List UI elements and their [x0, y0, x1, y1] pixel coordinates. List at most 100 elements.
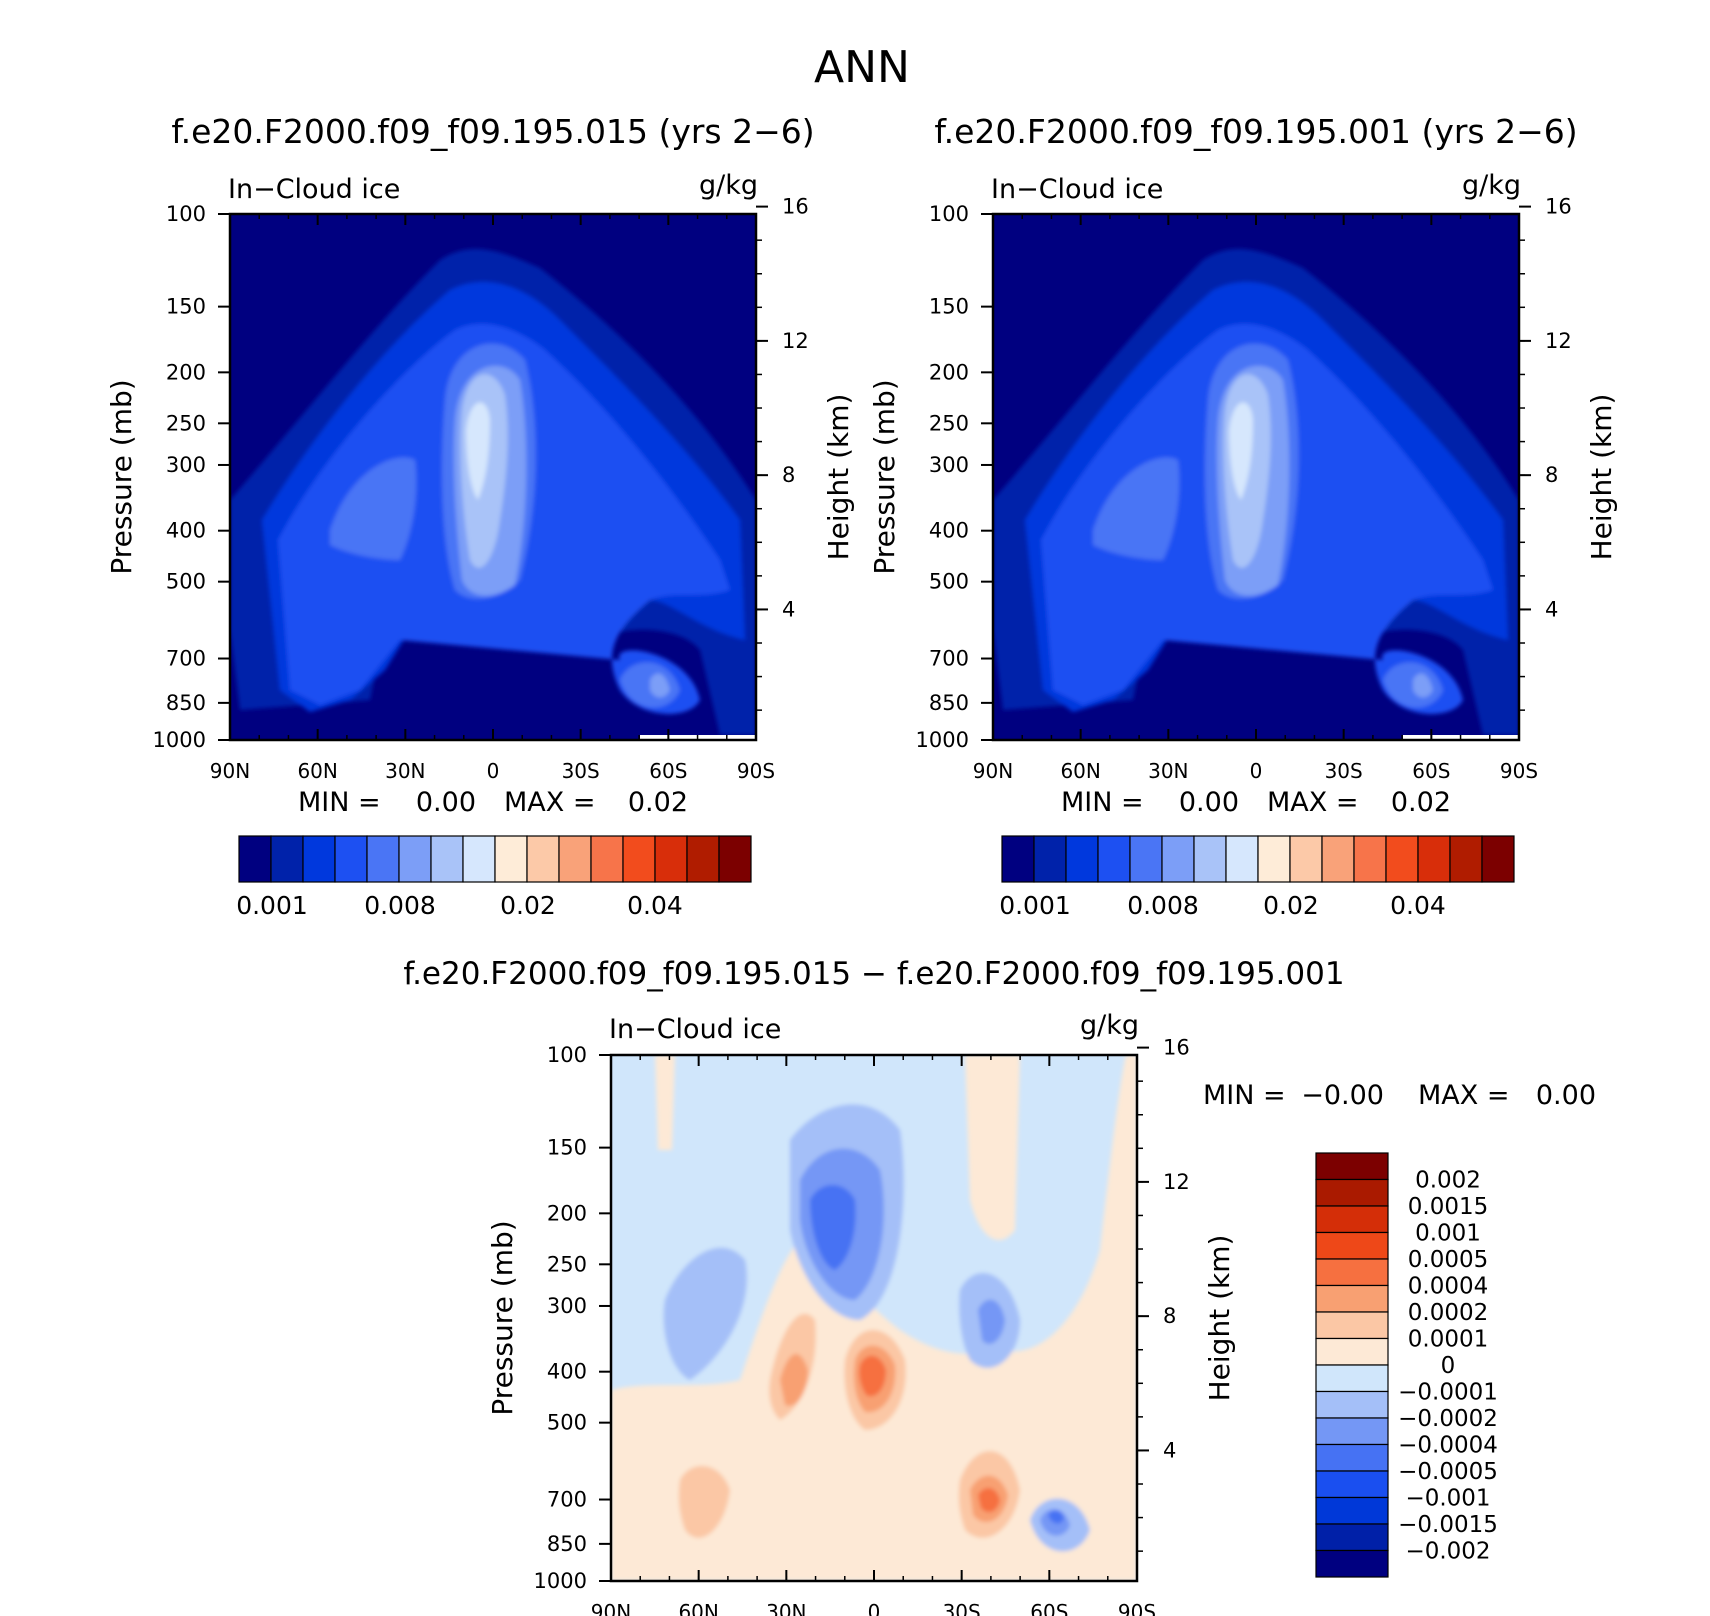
- contour-field: [611, 1055, 1137, 1581]
- contour-level-5: [1216, 365, 1433, 698]
- x-tick-label: 0: [1250, 759, 1263, 783]
- colorbar-swatch: [1315, 1417, 1389, 1446]
- x-tick-label: 0: [868, 1600, 881, 1616]
- colorbar-swatch: [558, 835, 592, 883]
- colorbar-swatch: [1417, 835, 1451, 883]
- x-tick-label: 60N: [1060, 759, 1100, 783]
- variable-label: In−Cloud ice: [609, 1014, 781, 1045]
- colorbar-swatch: [302, 835, 336, 883]
- colorbar-label: −0.0001: [1398, 1380, 1498, 1406]
- panel-title: f.e20.F2000.f09_f09.195.001 (yrs 2−6): [934, 112, 1577, 151]
- colorbar-swatch: [1353, 835, 1387, 883]
- y-tick-label: 400: [547, 1360, 587, 1384]
- y2-axis: 16 12 8 4: [1137, 1036, 1190, 1552]
- x-axis: 90N 60N 30N 0 30S 60S 90S: [210, 214, 775, 783]
- units-label: g/kg: [699, 170, 758, 201]
- colorbar-swatch: [1449, 835, 1483, 883]
- y-tick-label: 250: [547, 1252, 587, 1276]
- y2-tick-label: 4: [1163, 1438, 1176, 1462]
- colorbar-swatch: [1161, 835, 1195, 883]
- y2-axis-label: Height (km): [822, 394, 855, 561]
- colorbar-label-2: 0.02: [500, 891, 556, 920]
- colorbar-label: 0.0015: [1408, 1194, 1488, 1220]
- y-tick-label: 1000: [153, 728, 206, 752]
- colorbar-swatch: [270, 835, 304, 883]
- y-tick-label: 850: [547, 1532, 587, 1556]
- colorbar-swatch: [1481, 835, 1515, 883]
- y2-axis-label: Height (km): [1203, 1235, 1236, 1402]
- colorbar-label: 0.0004: [1408, 1274, 1488, 1300]
- contour-layers: [993, 248, 1519, 735]
- colorbar-swatch: [398, 835, 432, 883]
- units-label: g/kg: [1080, 1010, 1139, 1041]
- colorbar-swatch: [1385, 835, 1419, 883]
- colorbar-label: −0.0015: [1398, 1512, 1498, 1538]
- panel-difference: f.e20.F2000.f09_f09.195.015 − f.e20.F200…: [403, 956, 1596, 1616]
- contour-negative-2: [800, 1148, 1070, 1536]
- x-axis: 90N 60N 30N 0 30S 60S 90S: [591, 1055, 1156, 1616]
- y2-tick-label: 12: [782, 329, 809, 353]
- colorbar-swatch: [1315, 1231, 1389, 1260]
- colorbar-swatch: [1315, 1549, 1389, 1578]
- colorbar-swatch: [494, 835, 528, 883]
- colorbar-swatch: [718, 835, 752, 883]
- min-value: 0.00: [416, 787, 476, 818]
- contour-negative-3: [810, 1185, 1064, 1524]
- y-tick-label: 850: [166, 691, 206, 715]
- colorbar-swatch: [686, 835, 720, 883]
- x-tick-label: 30S: [1325, 759, 1363, 783]
- y2-tick-label: 12: [1163, 1170, 1190, 1194]
- x-tick-label: 60N: [297, 759, 337, 783]
- colorbar-label: 0.0005: [1408, 1247, 1488, 1273]
- min-value: −0.00: [1301, 1080, 1384, 1111]
- colorbar-swatch: [1321, 835, 1355, 883]
- x-axis: 90N 60N 30N 0 30S 60S 90S: [973, 214, 1538, 783]
- y-tick-label: 700: [166, 647, 206, 671]
- colorbar-swatch: [1315, 1364, 1389, 1393]
- main-title: ANN: [814, 42, 910, 93]
- y-tick-label: 300: [547, 1294, 587, 1318]
- contour-positive-1: [611, 1055, 1137, 1581]
- y2-tick-label: 8: [1163, 1304, 1176, 1328]
- min-label: MIN =: [1061, 787, 1144, 818]
- colorbar-swatch: [1315, 1258, 1389, 1287]
- y2-tick-label: 16: [1163, 1036, 1190, 1060]
- y-tick-label: 100: [547, 1043, 587, 1067]
- colorbar-swatch: [430, 835, 464, 883]
- y-axis: 100 150 200 250 300 400 500 700 850 1000: [534, 1043, 611, 1593]
- colorbar-swatch: [1315, 1205, 1389, 1234]
- y-tick-label: 500: [929, 570, 969, 594]
- colorbar-label: −0.0005: [1398, 1459, 1498, 1485]
- y-tick-label: 250: [166, 411, 206, 435]
- y2-axis: 16 12 8 4: [756, 195, 809, 711]
- y-tick-label: 400: [929, 519, 969, 543]
- panel-model-015: f.e20.F2000.f09_f09.195.015 (yrs 2−6) In…: [105, 112, 855, 920]
- contour-positive-4: [859, 1355, 1000, 1513]
- contour-layers: [611, 1055, 1137, 1581]
- colorbar-swatch: [1315, 1284, 1389, 1313]
- y-tick-label: 250: [929, 411, 969, 435]
- colorbar-label-3: 0.04: [1390, 891, 1446, 920]
- colorbar-label: 0.001: [1415, 1221, 1481, 1247]
- y-tick-label: 400: [166, 519, 206, 543]
- colorbar-swatch: [334, 835, 368, 883]
- x-tick-label: 90S: [1118, 1600, 1156, 1616]
- y-axis-label: Pressure (mb): [486, 1220, 519, 1415]
- colorbar-swatch: [1225, 835, 1259, 883]
- colorbar-label-0: 0.001: [236, 891, 308, 920]
- colorbar-label: −0.001: [1405, 1486, 1490, 1512]
- y2-tick-label: 4: [782, 597, 795, 621]
- max-value: 0.00: [1536, 1080, 1596, 1111]
- colorbar-swatch: [1315, 1523, 1389, 1552]
- x-tick-label: 30S: [943, 1600, 981, 1616]
- colorbar-swatch: [1097, 835, 1131, 883]
- x-tick-label: 90S: [737, 759, 775, 783]
- colorbar-swatch: [1315, 1390, 1389, 1419]
- colorbar-swatch: [1193, 835, 1227, 883]
- colorbar-swatch: [366, 835, 400, 883]
- y2-tick-label: 4: [1545, 597, 1558, 621]
- max-label: MAX =: [504, 787, 595, 818]
- colorbar: 0.0020.00150.0010.00050.00040.00020.0001…: [1315, 1152, 1498, 1578]
- min-label: MIN =: [298, 787, 381, 818]
